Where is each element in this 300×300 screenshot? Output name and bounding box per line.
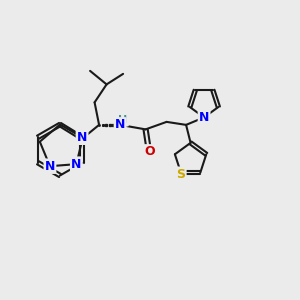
Text: N: N (71, 158, 82, 171)
Text: N: N (77, 131, 87, 144)
Text: N: N (199, 111, 209, 124)
Text: N: N (115, 118, 125, 131)
Text: S: S (176, 168, 185, 181)
Text: O: O (145, 146, 155, 158)
Text: N: N (45, 160, 55, 173)
Text: H: H (118, 116, 128, 125)
